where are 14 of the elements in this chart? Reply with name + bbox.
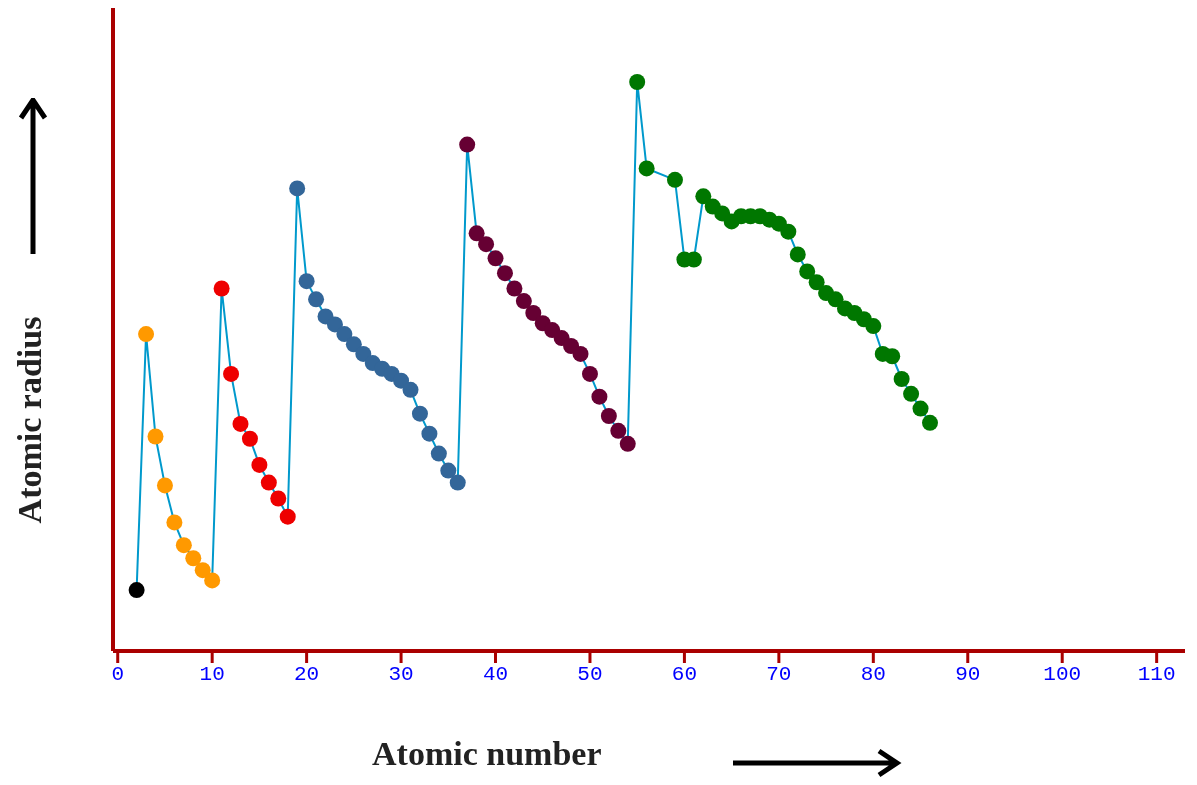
x-tick-label: 40 xyxy=(482,662,509,686)
x-tick-label: 10 xyxy=(199,662,225,686)
x-tick-label: 30 xyxy=(388,662,414,686)
x-tick-label: 100 xyxy=(1043,662,1082,686)
x-tick-label: 70 xyxy=(766,662,792,686)
x-tick-label: 50 xyxy=(577,662,603,686)
x-axis-title: Atomic number xyxy=(372,735,602,773)
x-tick-label: 90 xyxy=(955,662,981,686)
x-tick-label: 20 xyxy=(294,662,320,686)
x-tick-label: 80 xyxy=(860,662,886,686)
x-tick-label: 60 xyxy=(671,662,698,686)
x-tick-label: 110 xyxy=(1137,662,1176,686)
y-axis-title: Atomic radius xyxy=(11,316,49,524)
x-tick-label: 0 xyxy=(111,662,125,686)
